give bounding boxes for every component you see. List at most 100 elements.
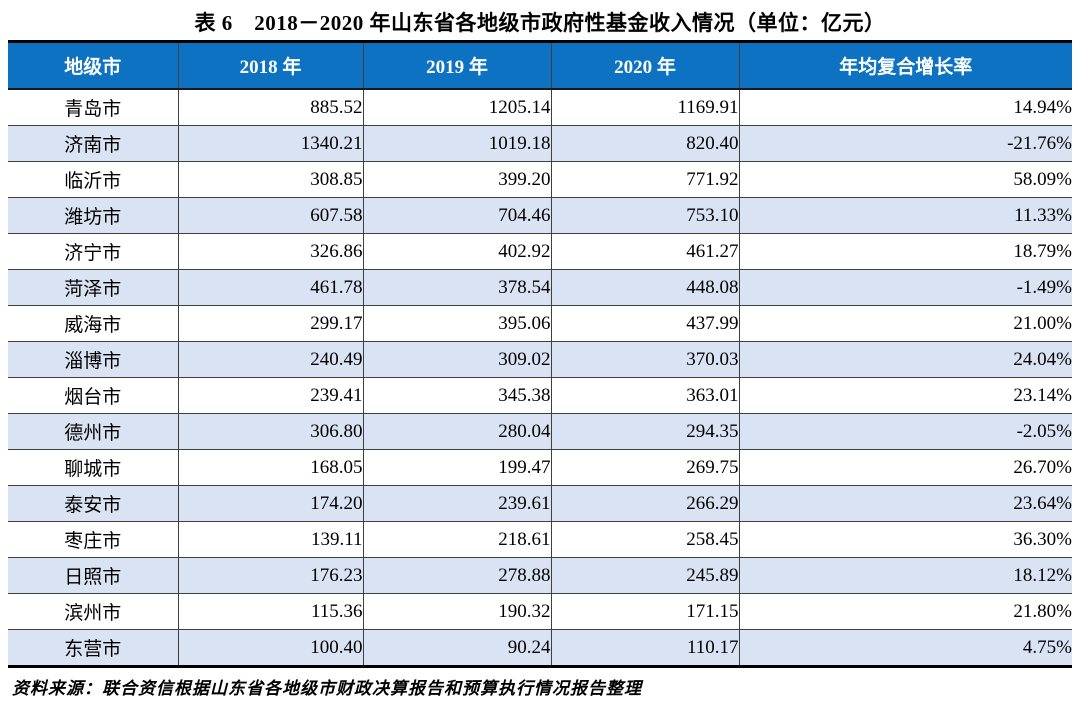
table-row: 德州市 306.80 280.04 294.35 -2.05%	[8, 413, 1072, 450]
table-row: 济宁市 326.86 402.92 461.27 18.79%	[8, 233, 1072, 270]
table-title: 表 6 2018－2020 年山东省各地级市政府性基金收入情况（单位：亿元）	[194, 11, 886, 35]
city-cell: 威海市	[8, 305, 179, 342]
value-2018-cell: 239.41	[178, 377, 364, 414]
value-2020-cell: 269.75	[551, 449, 740, 486]
city-cell: 滨州市	[8, 593, 179, 630]
value-2020-cell: 294.35	[551, 413, 740, 450]
cagr-cell: 23.14%	[739, 377, 1072, 414]
cagr-cell: 23.64%	[739, 485, 1072, 522]
value-2019-cell: 1019.18	[363, 125, 552, 162]
cagr-cell: 26.70%	[739, 449, 1072, 486]
value-2019-cell: 239.61	[363, 485, 552, 522]
table-row: 潍坊市 607.58 704.46 753.10 11.33%	[8, 197, 1072, 234]
table-row: 滨州市 115.36 190.32 171.15 21.80%	[8, 593, 1072, 630]
cagr-cell: -2.05%	[739, 413, 1072, 450]
table-row: 济南市 1340.21 1019.18 820.40 -21.76%	[8, 125, 1072, 162]
cagr-cell: 58.09%	[739, 161, 1072, 198]
table-row: 泰安市 174.20 239.61 266.29 23.64%	[8, 485, 1072, 522]
cagr-cell: 11.33%	[739, 197, 1072, 234]
table-row: 青岛市 885.52 1205.14 1169.91 14.94%	[8, 88, 1072, 126]
city-cell: 济宁市	[8, 233, 179, 270]
value-2020-cell: 245.89	[551, 557, 740, 594]
column-header-2018: 2018 年	[178, 41, 364, 90]
value-2018-cell: 306.80	[178, 413, 364, 450]
table-row: 聊城市 168.05 199.47 269.75 26.70%	[8, 449, 1072, 486]
value-2018-cell: 174.20	[178, 485, 364, 522]
value-2018-cell: 240.49	[178, 341, 364, 378]
table-row: 威海市 299.17 395.06 437.99 21.00%	[8, 305, 1072, 342]
value-2019-cell: 309.02	[363, 341, 552, 378]
value-2019-cell: 280.04	[363, 413, 552, 450]
cagr-cell: 18.79%	[739, 233, 1072, 270]
header-row: 地级市 2018 年 2019 年 2020 年 年均复合增长率	[8, 41, 1072, 90]
column-header-cagr: 年均复合增长率	[739, 41, 1072, 90]
value-2018-cell: 1340.21	[178, 125, 364, 162]
column-header-city: 地级市	[8, 41, 179, 90]
value-2020-cell: 461.27	[551, 233, 740, 270]
value-2019-cell: 402.92	[363, 233, 552, 270]
column-header-2020: 2020 年	[551, 41, 740, 90]
cagr-cell: 36.30%	[739, 521, 1072, 558]
value-2018-cell: 326.86	[178, 233, 364, 270]
value-2019-cell: 345.38	[363, 377, 552, 414]
table-row: 淄博市 240.49 309.02 370.03 24.04%	[8, 341, 1072, 378]
cagr-cell: -1.49%	[739, 269, 1072, 306]
city-cell: 枣庄市	[8, 521, 179, 558]
city-cell: 东营市	[8, 629, 179, 667]
value-2020-cell: 171.15	[551, 593, 740, 630]
cagr-cell: 4.75%	[739, 629, 1072, 667]
value-2020-cell: 448.08	[551, 269, 740, 306]
cagr-cell: 24.04%	[739, 341, 1072, 378]
table-row: 日照市 176.23 278.88 245.89 18.12%	[8, 557, 1072, 594]
value-2020-cell: 771.92	[551, 161, 740, 198]
city-cell: 菏泽市	[8, 269, 179, 306]
value-2018-cell: 115.36	[178, 593, 364, 630]
value-2019-cell: 704.46	[363, 197, 552, 234]
city-cell: 烟台市	[8, 377, 179, 414]
value-2018-cell: 139.11	[178, 521, 364, 558]
column-header-2019: 2019 年	[363, 41, 552, 90]
city-cell: 淄博市	[8, 341, 179, 378]
city-cell: 青岛市	[8, 88, 179, 126]
value-2019-cell: 278.88	[363, 557, 552, 594]
value-2019-cell: 395.06	[363, 305, 552, 342]
value-2018-cell: 168.05	[178, 449, 364, 486]
value-2019-cell: 399.20	[363, 161, 552, 198]
value-2020-cell: 437.99	[551, 305, 740, 342]
value-2020-cell: 820.40	[551, 125, 740, 162]
table-row: 临沂市 308.85 399.20 771.92 58.09%	[8, 161, 1072, 198]
value-2018-cell: 461.78	[178, 269, 364, 306]
cagr-cell: 18.12%	[739, 557, 1072, 594]
cagr-cell: 21.00%	[739, 305, 1072, 342]
value-2018-cell: 176.23	[178, 557, 364, 594]
table-row: 东营市 100.40 90.24 110.17 4.75%	[8, 629, 1072, 667]
cagr-cell: 21.80%	[739, 593, 1072, 630]
value-2019-cell: 1205.14	[363, 88, 552, 126]
value-2019-cell: 190.32	[363, 593, 552, 630]
table-header: 地级市 2018 年 2019 年 2020 年 年均复合增长率	[8, 41, 1072, 90]
city-cell: 济南市	[8, 125, 179, 162]
value-2018-cell: 607.58	[178, 197, 364, 234]
value-2020-cell: 370.03	[551, 341, 740, 378]
value-2020-cell: 1169.91	[551, 88, 740, 126]
value-2020-cell: 258.45	[551, 521, 740, 558]
value-2020-cell: 753.10	[551, 197, 740, 234]
value-2020-cell: 266.29	[551, 485, 740, 522]
fund-revenue-table: 地级市 2018 年 2019 年 2020 年 年均复合增长率 青岛市 885.…	[8, 40, 1072, 668]
city-cell: 聊城市	[8, 449, 179, 486]
value-2018-cell: 308.85	[178, 161, 364, 198]
value-2020-cell: 110.17	[551, 629, 740, 667]
value-2019-cell: 90.24	[363, 629, 552, 667]
table-body: 青岛市 885.52 1205.14 1169.91 14.94% 济南市 1340.21 1…	[8, 88, 1072, 667]
value-2019-cell: 199.47	[363, 449, 552, 486]
table-row: 烟台市 239.41 345.38 363.01 23.14%	[8, 377, 1072, 414]
value-2019-cell: 218.61	[363, 521, 552, 558]
value-2018-cell: 885.52	[178, 88, 364, 126]
value-2020-cell: 363.01	[551, 377, 740, 414]
city-cell: 德州市	[8, 413, 179, 450]
city-cell: 潍坊市	[8, 197, 179, 234]
table-row: 菏泽市 461.78 378.54 448.08 -1.49%	[8, 269, 1072, 306]
city-cell: 日照市	[8, 557, 179, 594]
cagr-cell: 14.94%	[739, 88, 1072, 126]
